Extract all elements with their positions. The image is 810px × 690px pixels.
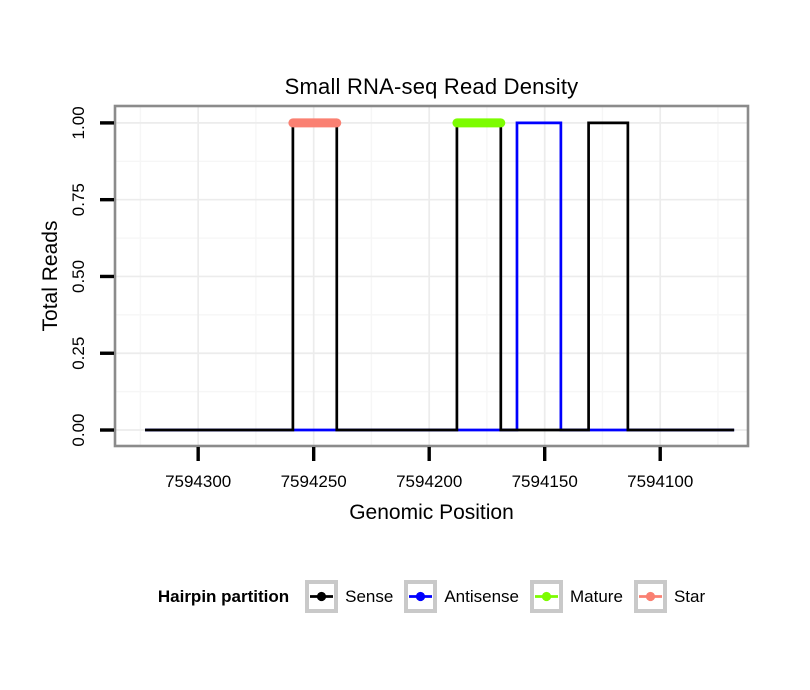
x-tick-label: 7594300 [165, 472, 231, 491]
x-tick-label: 7594250 [281, 472, 347, 491]
legend-entry-mature: Mature [530, 580, 623, 613]
y-axis-title: Total Reads [39, 220, 62, 332]
legend-label-sense: Sense [345, 586, 394, 606]
plot-canvas: 7594300 7594250 7594200 7594150 7594100 0.00 0… [69, 104, 750, 491]
mature-key-icon [530, 580, 564, 613]
legend-label-star: Star [673, 586, 706, 606]
chart-title: Small RNA-seq Read Density [284, 74, 579, 99]
y-tick-label: 0.25 [69, 337, 88, 370]
legend-label-mature: Mature [570, 586, 623, 606]
x-axis-title: Genomic Position [349, 501, 514, 524]
panel-border [113, 104, 750, 448]
legend-entry-antisense: Antisense [404, 580, 519, 613]
x-tick-label: 7594100 [627, 472, 693, 491]
y-tick-label: 0.50 [69, 260, 88, 293]
legend: Hairpin partition Sense Antisense Mature… [115, 579, 748, 614]
y-tick-label: 1.00 [69, 106, 88, 139]
antisense-key-icon [404, 580, 438, 613]
sense-key-icon [305, 580, 339, 613]
y-tick-label: 0.00 [69, 413, 88, 446]
legend-title: Hairpin partition [157, 586, 290, 606]
legend-entry-sense: Sense [305, 580, 393, 613]
x-tick-label: 7594200 [396, 472, 462, 491]
star-key-icon [633, 580, 667, 613]
x-tick-label: 7594150 [512, 472, 578, 491]
y-tick-label: 0.75 [69, 183, 88, 216]
legend-label-antisense: Antisense [444, 586, 520, 606]
legend-entry-star: Star [633, 580, 706, 613]
